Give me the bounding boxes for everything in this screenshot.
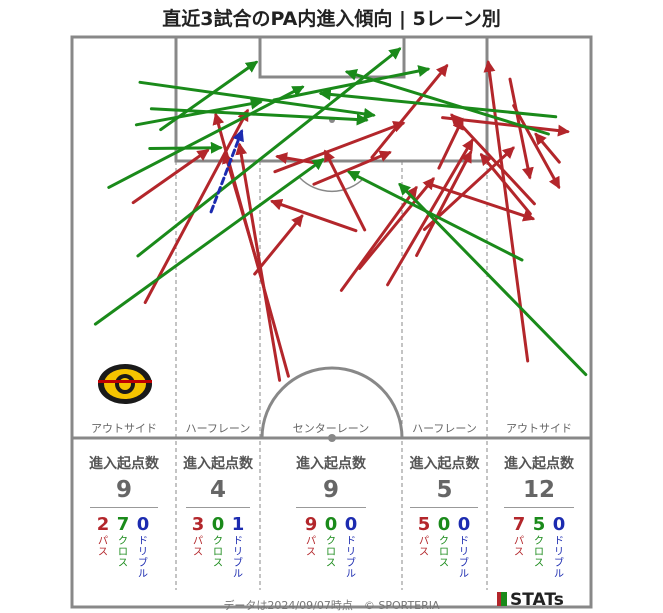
pass-arrow bbox=[358, 177, 435, 270]
stats-logo-icon bbox=[497, 592, 507, 606]
pass-arrow bbox=[312, 150, 392, 186]
lane-stat-header: 進入起点数 bbox=[296, 456, 366, 472]
cross-arrow bbox=[107, 85, 305, 189]
lane-stat-header: 進入起点数 bbox=[89, 456, 159, 472]
cross-count: 5 クロス bbox=[532, 514, 546, 570]
cross-arrow bbox=[134, 97, 263, 127]
pass-arrow bbox=[483, 59, 530, 363]
lane-total: 4 bbox=[209, 477, 226, 503]
pass-arrow bbox=[253, 214, 304, 276]
cross-count: 7 クロス bbox=[116, 514, 130, 570]
goal-area bbox=[258, 35, 406, 79]
pass-count: 9 パス bbox=[304, 514, 318, 559]
cross-arrow bbox=[159, 60, 259, 132]
cross-arrow bbox=[272, 65, 431, 102]
divider bbox=[504, 507, 574, 508]
pass-arrow bbox=[508, 77, 534, 180]
pass-arrow bbox=[275, 152, 319, 165]
pass-arrow bbox=[323, 149, 367, 232]
divider bbox=[296, 507, 366, 508]
lane-stat-header: 進入起点数 bbox=[504, 456, 574, 472]
lane-total: 5 bbox=[436, 477, 453, 503]
pass-arrow bbox=[512, 104, 561, 190]
dribble-count: 0 ドリブル bbox=[136, 514, 150, 581]
lane-total: 9 bbox=[322, 477, 339, 503]
cross-count: 0 クロス bbox=[437, 514, 451, 570]
cross-count: 0 クロス bbox=[324, 514, 338, 570]
cross-arrow bbox=[318, 88, 558, 119]
pass-arrow bbox=[415, 150, 473, 257]
pass-arrow bbox=[428, 182, 536, 222]
pass-arrow bbox=[534, 132, 561, 164]
pass-count: 3 パス bbox=[191, 514, 205, 559]
lane-label-halfspace-left: ハーフレーン bbox=[185, 422, 251, 435]
lane-label-center: センターレーン bbox=[292, 422, 370, 435]
club-crest-logo bbox=[98, 364, 152, 404]
dribble-count: 1 ドリブル bbox=[231, 514, 245, 581]
lane-label-outside-left: アウトサイド bbox=[91, 422, 157, 435]
pass-count: 2 パス bbox=[96, 514, 110, 559]
lane-stat-header: 進入起点数 bbox=[183, 456, 253, 472]
pass-arrow bbox=[270, 198, 358, 233]
lane-dividers bbox=[175, 161, 488, 590]
cross-arrow bbox=[398, 182, 588, 377]
cross-arrow bbox=[344, 68, 550, 136]
pass-arrow bbox=[479, 153, 532, 216]
footer-credit: データは2024/09/07時点 © SPORTERIA bbox=[223, 599, 440, 612]
center-circle-arc bbox=[260, 366, 404, 439]
lane-label-outside-right: アウトサイド bbox=[506, 422, 572, 435]
cross-arrow bbox=[346, 170, 524, 262]
pass-arrow bbox=[339, 185, 418, 292]
penalty-arc bbox=[299, 177, 365, 193]
arrows-layer bbox=[93, 47, 588, 382]
pass-arrow bbox=[131, 149, 210, 205]
dribble-count: 0 ドリブル bbox=[552, 514, 566, 581]
dribble-count: 0 ドリブル bbox=[457, 514, 471, 581]
cross-count: 0 クロス bbox=[211, 514, 225, 570]
pass-arrow bbox=[450, 113, 536, 206]
pass-arrow bbox=[441, 116, 570, 137]
pass-arrow bbox=[273, 120, 406, 174]
chart-title: 直近3試合のPA内進入傾向 | 5レーン別 bbox=[162, 8, 501, 30]
dribble-count: 0 ドリブル bbox=[344, 514, 358, 581]
divider bbox=[186, 507, 250, 508]
cross-arrow bbox=[148, 141, 223, 154]
lane-label-halfspace-right: ハーフレーン bbox=[412, 422, 477, 435]
pass-count: 5 パス bbox=[417, 514, 431, 559]
center-spot bbox=[328, 434, 336, 442]
cross-arrow bbox=[93, 158, 325, 326]
divider bbox=[410, 507, 478, 508]
pass-arrow bbox=[422, 146, 515, 231]
pass-arrow bbox=[222, 151, 261, 272]
dribble-arrow bbox=[209, 128, 244, 214]
pass-arrow bbox=[235, 142, 282, 382]
lane-total: 12 bbox=[522, 477, 555, 503]
divider bbox=[90, 507, 158, 508]
pass-arrow bbox=[143, 108, 249, 304]
pass-arrow bbox=[437, 117, 464, 170]
pass-count: 7 パス bbox=[512, 514, 526, 559]
pass-arrow bbox=[370, 64, 449, 159]
stats-logo: STATs bbox=[497, 590, 564, 610]
lane-total: 9 bbox=[115, 477, 132, 503]
lane-stat-header: 進入起点数 bbox=[409, 456, 480, 472]
